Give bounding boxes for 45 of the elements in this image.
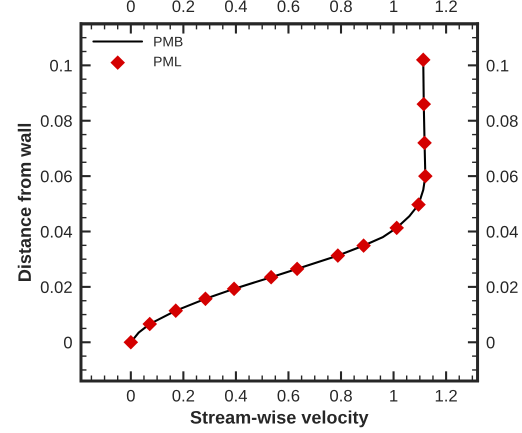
- x-tick-label: 1.2: [436, 390, 457, 402]
- point: [416, 96, 432, 112]
- point: [226, 282, 242, 296]
- point: [264, 270, 278, 284]
- x-tick-label: 0.2: [172, 390, 194, 402]
- y-tick-label: 0.04: [40, 226, 72, 238]
- x-tick-label: 0.4: [224, 390, 248, 402]
- y2-tick-label: 0.02: [486, 281, 518, 294]
- x2-tick-label: 1: [390, 0, 398, 12]
- x2-tick-label: 0: [126, 0, 135, 12]
- x-tick-label: 0.8: [330, 390, 352, 402]
- y-tick-label: 0.06: [40, 170, 72, 182]
- point: [417, 136, 432, 150]
- x-axis-title: Stream-wise velocity: [190, 410, 368, 428]
- x-tick-label: 1: [390, 390, 398, 402]
- y2-tick-label: 0.1: [486, 60, 508, 72]
- y-tick-label: 0.1: [50, 60, 72, 72]
- x-tick-label: 0.6: [278, 390, 300, 402]
- point: [124, 334, 138, 350]
- x2-tick-label: 1.2: [436, 0, 457, 12]
- point: [142, 316, 158, 332]
- x2-tick-label: 0.4: [224, 0, 248, 12]
- legend-label: PMB: [154, 36, 182, 46]
- y-tick-label: 0.08: [40, 115, 72, 127]
- x2-tick-label: 0.6: [278, 0, 300, 12]
- point: [290, 262, 304, 276]
- y2-tick-label: 0: [486, 336, 495, 348]
- point: [168, 303, 184, 318]
- y-axis-title: Distance from wall: [18, 124, 32, 281]
- legend-label: PML: [154, 56, 182, 66]
- point: [330, 248, 346, 263]
- point: [389, 220, 404, 236]
- point: [411, 197, 426, 212]
- x-tick-label: 0: [126, 390, 135, 402]
- y2-tick-label: 0.08: [486, 115, 518, 127]
- x2-tick-label: 0.8: [330, 0, 352, 12]
- point: [356, 238, 371, 253]
- point: [416, 52, 431, 68]
- y-tick-label: 0.02: [40, 281, 72, 294]
- y2-tick-label: 0.06: [486, 170, 518, 182]
- x2-tick-label: 0.2: [172, 0, 194, 12]
- y2-tick-label: 0.04: [486, 226, 518, 238]
- point: [198, 292, 213, 306]
- point: [418, 168, 433, 184]
- y-tick-label: 0: [64, 336, 72, 348]
